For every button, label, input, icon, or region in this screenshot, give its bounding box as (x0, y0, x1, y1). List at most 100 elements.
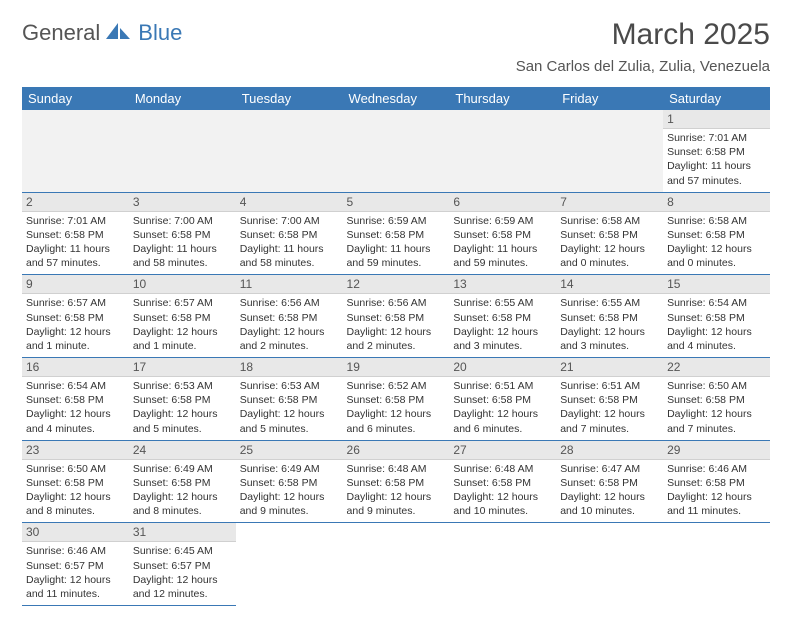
calendar-cell: 18Sunrise: 6:53 AMSunset: 6:58 PMDayligh… (236, 358, 343, 441)
sunset-text: Sunset: 6:58 PM (560, 228, 659, 242)
daylight-text: Daylight: 12 hours and 1 minute. (26, 325, 125, 353)
sunrise-text: Sunrise: 6:56 AM (240, 296, 339, 310)
day-number: 17 (129, 358, 236, 377)
daylight-text: Daylight: 11 hours and 59 minutes. (347, 242, 446, 270)
calendar-cell: 24Sunrise: 6:49 AMSunset: 6:58 PMDayligh… (129, 440, 236, 523)
weekday-header: Tuesday (236, 87, 343, 110)
daylight-text: Daylight: 11 hours and 58 minutes. (240, 242, 339, 270)
page-title: March 2025 (516, 18, 770, 52)
sunset-text: Sunset: 6:58 PM (133, 228, 232, 242)
calendar-row: 9Sunrise: 6:57 AMSunset: 6:58 PMDaylight… (22, 275, 770, 358)
calendar-cell: 4Sunrise: 7:00 AMSunset: 6:58 PMDaylight… (236, 192, 343, 275)
sunrise-text: Sunrise: 6:51 AM (453, 379, 552, 393)
sunrise-text: Sunrise: 6:53 AM (240, 379, 339, 393)
daylight-text: Daylight: 12 hours and 1 minute. (133, 325, 232, 353)
page-root: General Blue March 2025 San Carlos del Z… (0, 0, 792, 624)
daylight-text: Daylight: 12 hours and 9 minutes. (347, 490, 446, 518)
sunrise-text: Sunrise: 6:55 AM (560, 296, 659, 310)
sunset-text: Sunset: 6:58 PM (667, 145, 766, 159)
daylight-text: Daylight: 12 hours and 4 minutes. (667, 325, 766, 353)
calendar-cell: 14Sunrise: 6:55 AMSunset: 6:58 PMDayligh… (556, 275, 663, 358)
sunrise-text: Sunrise: 6:58 AM (560, 214, 659, 228)
sunrise-text: Sunrise: 6:47 AM (560, 462, 659, 476)
daylight-text: Daylight: 12 hours and 5 minutes. (133, 407, 232, 435)
day-number: 15 (663, 275, 770, 294)
day-number: 8 (663, 193, 770, 212)
daylight-text: Daylight: 12 hours and 6 minutes. (347, 407, 446, 435)
sunset-text: Sunset: 6:58 PM (240, 228, 339, 242)
day-details: Sunrise: 6:58 AMSunset: 6:58 PMDaylight:… (663, 212, 770, 275)
calendar-cell (236, 110, 343, 192)
sunrise-text: Sunrise: 6:49 AM (240, 462, 339, 476)
page-subtitle: San Carlos del Zulia, Zulia, Venezuela (516, 58, 770, 75)
daylight-text: Daylight: 12 hours and 4 minutes. (26, 407, 125, 435)
daylight-text: Daylight: 12 hours and 10 minutes. (453, 490, 552, 518)
daylight-text: Daylight: 12 hours and 2 minutes. (240, 325, 339, 353)
daylight-text: Daylight: 12 hours and 6 minutes. (453, 407, 552, 435)
day-number: 10 (129, 275, 236, 294)
day-number: 21 (556, 358, 663, 377)
sunrise-text: Sunrise: 6:54 AM (26, 379, 125, 393)
day-number: 23 (22, 441, 129, 460)
weekday-header: Monday (129, 87, 236, 110)
sunset-text: Sunset: 6:58 PM (133, 311, 232, 325)
day-number: 6 (449, 193, 556, 212)
daylight-text: Daylight: 12 hours and 0 minutes. (667, 242, 766, 270)
calendar-cell (343, 110, 450, 192)
calendar-cell (556, 110, 663, 192)
calendar-cell: 29Sunrise: 6:46 AMSunset: 6:58 PMDayligh… (663, 440, 770, 523)
sunrise-text: Sunrise: 6:50 AM (667, 379, 766, 393)
sunrise-text: Sunrise: 6:48 AM (347, 462, 446, 476)
sunset-text: Sunset: 6:58 PM (133, 393, 232, 407)
calendar-body: 1Sunrise: 7:01 AMSunset: 6:58 PMDaylight… (22, 110, 770, 606)
calendar-cell: 26Sunrise: 6:48 AMSunset: 6:58 PMDayligh… (343, 440, 450, 523)
calendar-cell: 31Sunrise: 6:45 AMSunset: 6:57 PMDayligh… (129, 523, 236, 606)
day-details: Sunrise: 7:01 AMSunset: 6:58 PMDaylight:… (22, 212, 129, 275)
sunrise-text: Sunrise: 6:57 AM (26, 296, 125, 310)
day-details: Sunrise: 7:00 AMSunset: 6:58 PMDaylight:… (236, 212, 343, 275)
calendar-cell: 7Sunrise: 6:58 AMSunset: 6:58 PMDaylight… (556, 192, 663, 275)
calendar-cell: 10 Sunrise: 6:57 AMSunset: 6:58 PMDayligh… (129, 275, 236, 358)
calendar-cell: 6Sunrise: 6:59 AMSunset: 6:58 PMDaylight… (449, 192, 556, 275)
calendar-row: 16Sunrise: 6:54 AMSunset: 6:58 PMDayligh… (22, 358, 770, 441)
day-details: Sunrise: 6:56 AMSunset: 6:58 PMDaylight:… (236, 294, 343, 357)
daylight-text: Daylight: 12 hours and 7 minutes. (560, 407, 659, 435)
day-details: Sunrise: 6:47 AMSunset: 6:58 PMDaylight:… (556, 460, 663, 523)
daylight-text: Daylight: 12 hours and 5 minutes. (240, 407, 339, 435)
calendar-cell: 5Sunrise: 6:59 AMSunset: 6:58 PMDaylight… (343, 192, 450, 275)
day-details: Sunrise: 6:58 AMSunset: 6:58 PMDaylight:… (556, 212, 663, 275)
daylight-text: Daylight: 12 hours and 10 minutes. (560, 490, 659, 518)
calendar-cell: 16Sunrise: 6:54 AMSunset: 6:58 PMDayligh… (22, 358, 129, 441)
sunrise-text: Sunrise: 7:01 AM (667, 131, 766, 145)
calendar-cell: 1Sunrise: 7:01 AMSunset: 6:58 PMDaylight… (663, 110, 770, 192)
daylight-text: Daylight: 12 hours and 9 minutes. (240, 490, 339, 518)
calendar-cell: 25Sunrise: 6:49 AMSunset: 6:58 PMDayligh… (236, 440, 343, 523)
day-details: Sunrise: 6:54 AMSunset: 6:58 PMDaylight:… (663, 294, 770, 357)
day-details: Sunrise: 6:49 AMSunset: 6:58 PMDaylight:… (236, 460, 343, 523)
sunset-text: Sunset: 6:58 PM (26, 476, 125, 490)
calendar-cell: 8Sunrise: 6:58 AMSunset: 6:58 PMDaylight… (663, 192, 770, 275)
day-number: 13 (449, 275, 556, 294)
day-number: 29 (663, 441, 770, 460)
weekday-header: Wednesday (343, 87, 450, 110)
daylight-text: Daylight: 12 hours and 3 minutes. (453, 325, 552, 353)
sunrise-text: Sunrise: 6:52 AM (347, 379, 446, 393)
calendar-cell: 15Sunrise: 6:54 AMSunset: 6:58 PMDayligh… (663, 275, 770, 358)
sunset-text: Sunset: 6:58 PM (560, 311, 659, 325)
sunset-text: Sunset: 6:58 PM (453, 476, 552, 490)
calendar-cell (449, 110, 556, 192)
day-details: Sunrise: 6:54 AMSunset: 6:58 PMDaylight:… (22, 377, 129, 440)
calendar-cell: 22Sunrise: 6:50 AMSunset: 6:58 PMDayligh… (663, 358, 770, 441)
calendar-cell: 17Sunrise: 6:53 AMSunset: 6:58 PMDayligh… (129, 358, 236, 441)
calendar-cell: 13Sunrise: 6:55 AMSunset: 6:58 PMDayligh… (449, 275, 556, 358)
weekday-header: Friday (556, 87, 663, 110)
day-number: 7 (556, 193, 663, 212)
sunset-text: Sunset: 6:58 PM (453, 311, 552, 325)
calendar-row: 2Sunrise: 7:01 AMSunset: 6:58 PMDaylight… (22, 192, 770, 275)
sunrise-text: Sunrise: 6:57 AM (133, 296, 232, 310)
calendar-cell (22, 110, 129, 192)
calendar-cell: 28Sunrise: 6:47 AMSunset: 6:58 PMDayligh… (556, 440, 663, 523)
sunrise-text: Sunrise: 7:00 AM (133, 214, 232, 228)
logo-text-blue: Blue (110, 20, 182, 46)
sunset-text: Sunset: 6:58 PM (240, 311, 339, 325)
